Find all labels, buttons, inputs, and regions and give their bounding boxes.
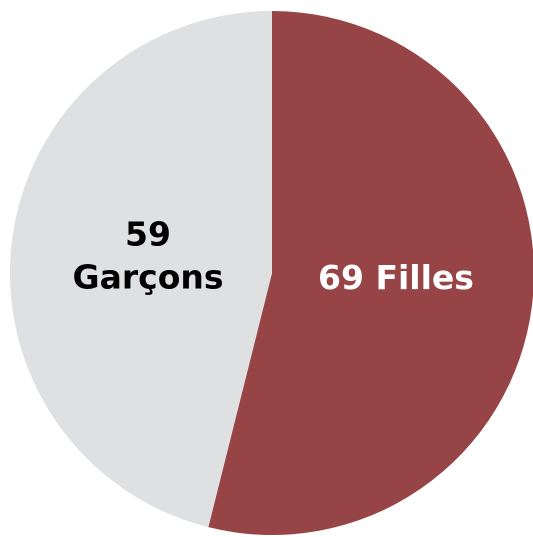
pie-slice-label-line: 59: [125, 214, 171, 253]
pie-slice-0: [208, 11, 533, 535]
pie-slice-1: [9, 11, 272, 528]
pie-slices: [9, 11, 533, 535]
pie-slice-label-1: 59 Garçons: [73, 214, 224, 296]
pie-slice-label-line: 69 Filles: [318, 258, 474, 297]
pie-labels: 69 Filles 59 Garçons: [73, 214, 474, 297]
pie-slice-label-0: 69 Filles: [318, 258, 474, 297]
pie-slice-label-line: Garçons: [73, 257, 224, 296]
